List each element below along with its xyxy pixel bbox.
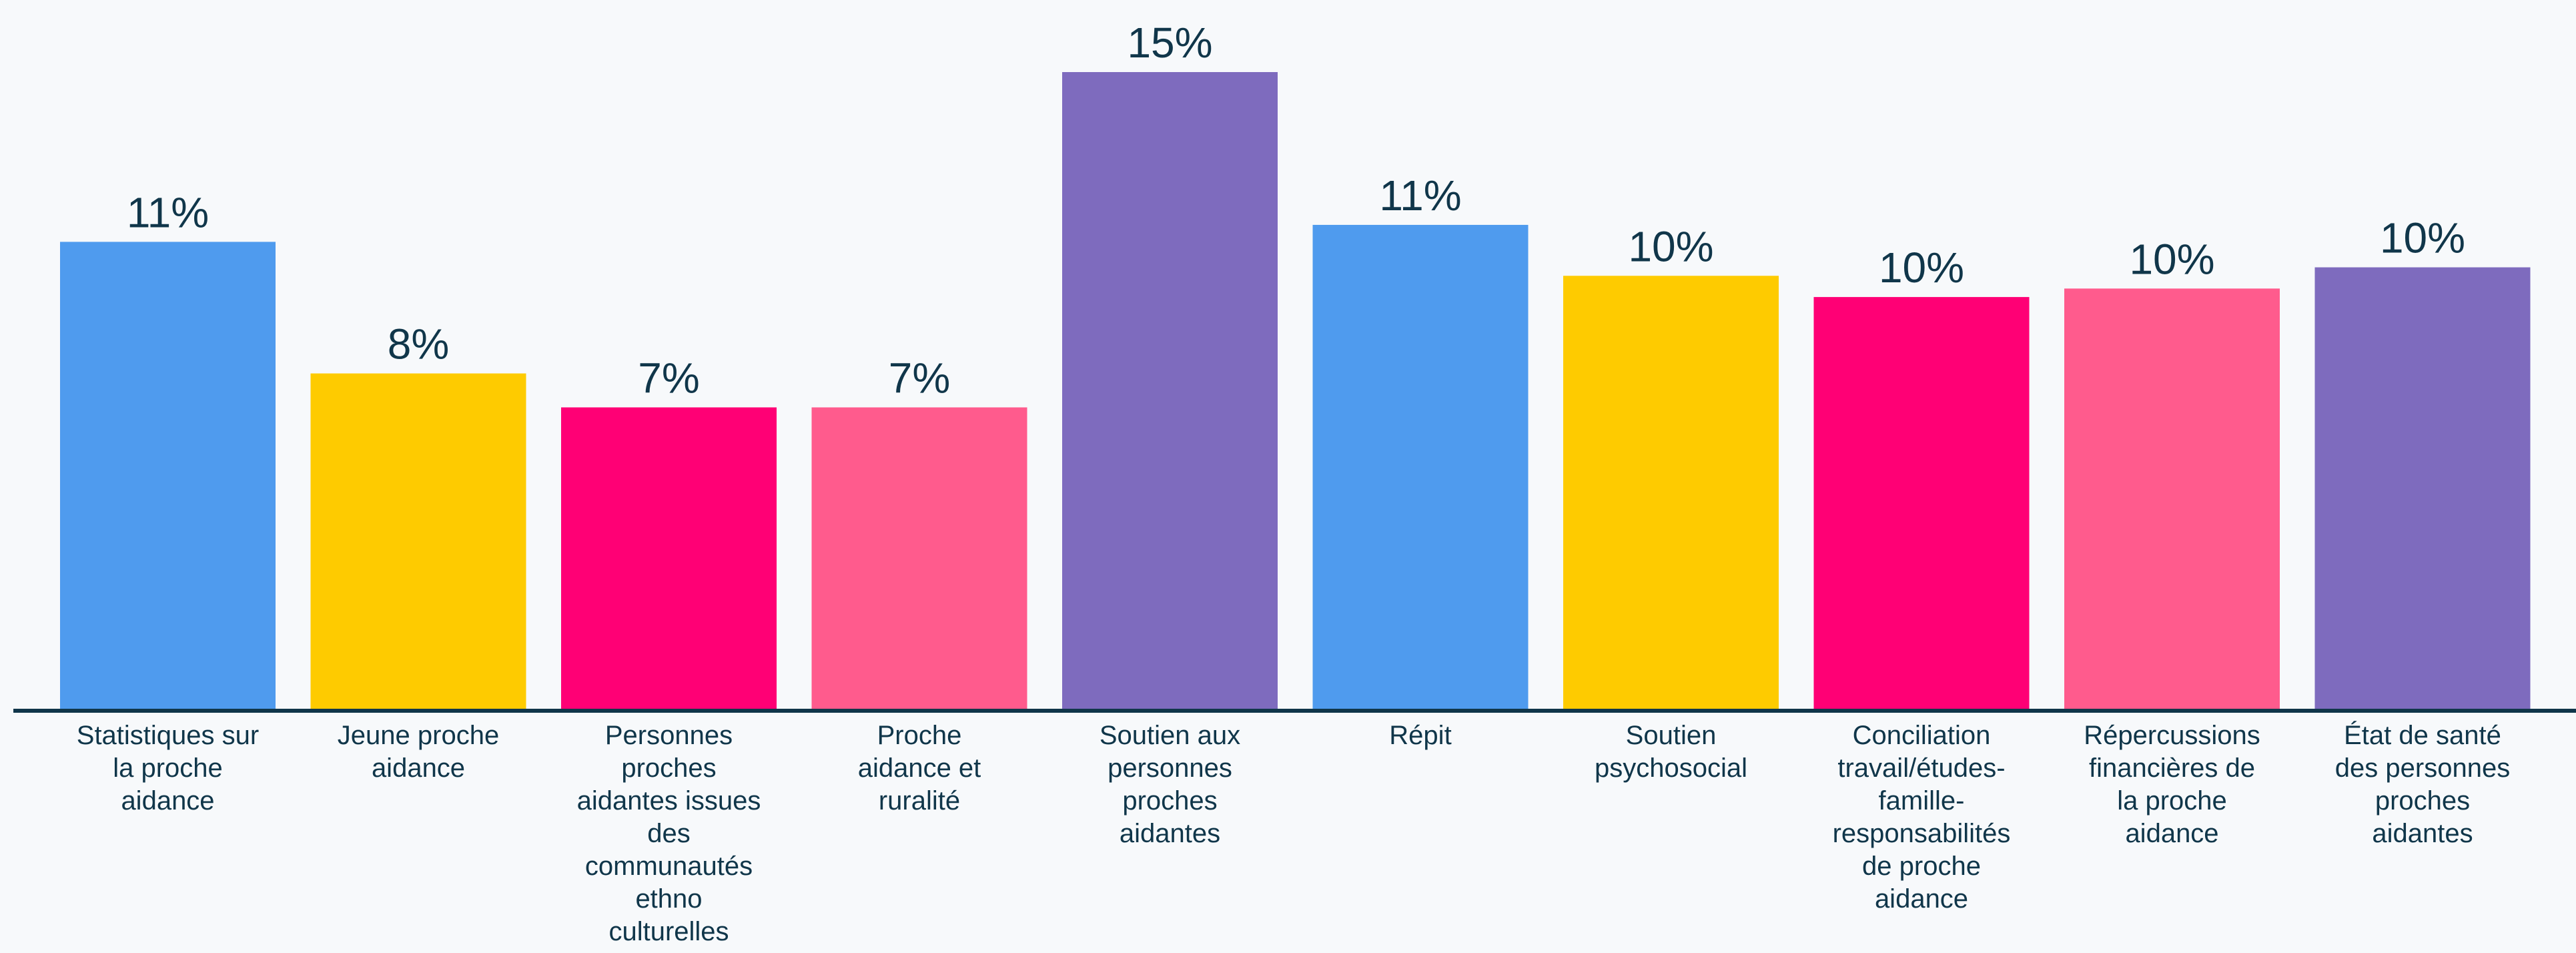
bar-3 bbox=[561, 407, 777, 709]
bar-value-label-4: 7% bbox=[889, 354, 951, 402]
category-label-3: Personnes proches aidantes issues des commun… bbox=[577, 721, 761, 946]
bar-2 bbox=[310, 373, 526, 709]
bar-7 bbox=[1563, 276, 1779, 709]
category-label-5: Soutien aux personnes proches aidantes bbox=[1100, 721, 1240, 848]
bar-value-label-8: 10% bbox=[1879, 244, 1964, 292]
bar-value-label-2: 8% bbox=[388, 320, 450, 368]
bar-1 bbox=[60, 242, 276, 709]
bar-4 bbox=[811, 407, 1027, 709]
bar-value-label-6: 11% bbox=[1379, 172, 1461, 220]
category-label-4: Proche aidance et ruralité bbox=[858, 721, 981, 816]
bar-value-label-1: 11% bbox=[127, 188, 209, 236]
bar-8 bbox=[1813, 297, 2030, 709]
bar-9 bbox=[2064, 288, 2280, 709]
category-label-2: Jeune proche aidance bbox=[338, 721, 499, 783]
category-labels-layer: Statistiques sur la proche aidance Jeune pr… bbox=[77, 720, 2510, 946]
bar-value-label-10: 10% bbox=[2380, 214, 2465, 262]
category-label-6: Répit bbox=[1389, 721, 1451, 750]
value-labels-layer: 11% 8% 7% 7% 15% 11% 10% 10% 10% 10% bbox=[127, 19, 2465, 402]
category-label-7: Soutien psychosocial bbox=[1595, 721, 1747, 783]
bar-value-label-9: 10% bbox=[2129, 235, 2214, 283]
category-label-8: Conciliation travail/études-famille-respo… bbox=[1833, 721, 2011, 914]
category-label-1: Statistiques sur la proche aidance bbox=[77, 721, 259, 816]
bar-value-label-7: 10% bbox=[1628, 222, 1713, 270]
category-label-10: État de santé des personnes proches aidante… bbox=[2335, 720, 2510, 848]
bar-6 bbox=[1312, 224, 1529, 709]
category-label-9: Répercussions financières de la proche aida… bbox=[2084, 721, 2260, 848]
bar-value-label-3: 7% bbox=[638, 354, 700, 402]
bar-10 bbox=[2314, 267, 2531, 709]
bars-layer bbox=[60, 72, 2531, 709]
bar-5 bbox=[1062, 72, 1278, 709]
bar-value-label-5: 15% bbox=[1127, 19, 1212, 67]
